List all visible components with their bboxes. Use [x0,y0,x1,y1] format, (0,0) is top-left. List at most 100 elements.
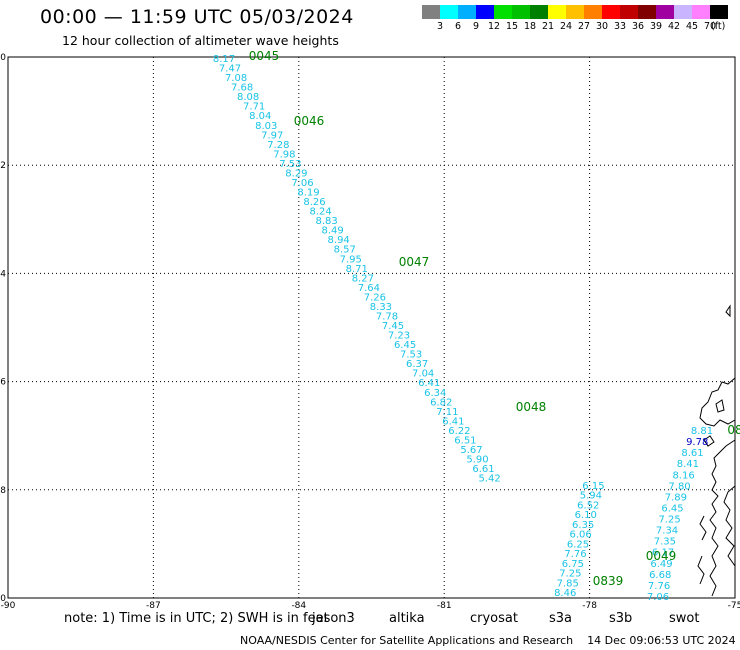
wave-height-value: 7.06 [291,178,313,189]
color-scale-label: 27 [577,21,591,32]
wave-height-value: 7.76 [564,549,586,560]
wave-height-value: 8.27 [352,273,374,284]
legend-cryosat: cryosat [470,611,518,626]
color-scale-bar [422,5,728,19]
color-scale-label: 18 [523,21,537,32]
wave-height-value: 7.76 [648,581,670,592]
color-scale-label: 15 [505,21,519,32]
wave-height-value: 8.61 [681,448,703,459]
lat-tick-label: -50 [0,594,6,604]
wave-height-value: 7.47 [219,64,241,75]
legend-s3b: s3b [609,611,633,626]
legend-swot: swot [669,611,700,626]
wave-height-value: 8.71 [346,264,368,275]
wave-height-value: 5.94 [580,491,602,502]
color-swatch [530,5,548,19]
wave-height-value: 9.78 [686,437,708,448]
wave-height-value: 7.64 [358,283,380,294]
legend-jason3: jason3 [312,611,355,626]
wave-height-value: 6.68 [649,570,671,581]
lat-tick-label: -40 [0,53,6,63]
color-scale-label: 39 [649,21,663,32]
wave-height-value: 8.46 [554,588,576,599]
wave-height-value: 7.04 [412,369,434,380]
color-scale-label: 45 [685,21,699,32]
wave-height-value: 6.37 [406,359,428,370]
color-swatch [512,5,530,19]
track-time-label: 0049 [646,549,677,563]
wave-height-value: 6.34 [424,388,446,399]
wave-height-value: 7.35 [654,537,676,548]
wave-height-value: 8.83 [315,216,337,227]
color-swatch [422,5,440,19]
wave-height-value: 6.51 [454,435,476,446]
wave-height-value: 7.06 [647,592,669,603]
color-scale-label: 42 [667,21,681,32]
wave-height-value: 7.45 [382,321,404,332]
color-swatch [548,5,566,19]
lon-tick-label: -90 [1,601,16,611]
coastline-segment [723,485,736,567]
coastline-segment [715,399,725,413]
wave-height-value: 7.08 [225,73,247,84]
wave-height-value: 6.49 [650,559,672,570]
color-swatch [494,5,512,19]
wave-height-value: 7.53 [400,350,422,361]
color-scale-label: 33 [613,21,627,32]
wave-height-value: 8.26 [303,197,325,208]
wave-height-value: 8.49 [322,226,344,237]
page-subtitle: 12 hour collection of altimeter wave hei… [62,33,339,48]
lat-tick-label: -42 [0,161,6,171]
coastline-segment [697,555,705,585]
wave-height-value: 6.17 [652,548,674,559]
wave-height-value: 6.22 [448,426,470,437]
wave-height-value: 8.04 [249,111,271,122]
wave-height-value: 8.94 [328,235,350,246]
track-time-label: 0046 [294,114,325,128]
wave-height-value: 6.61 [472,464,494,475]
track-time-label: 0048 [516,400,547,414]
color-scale-label: 24 [559,21,573,32]
coastline-segment [709,439,736,597]
coastline-segment [725,304,731,318]
wave-height-value: 5.42 [478,474,500,485]
color-swatch [638,5,656,19]
wave-height-value: 7.97 [261,130,283,141]
map-frame [7,56,736,599]
lon-tick-label: -75 [728,601,740,611]
wave-height-value: 8.24 [309,207,331,218]
legend-s3a: s3a [549,611,573,626]
color-swatch [710,5,728,19]
color-swatch [440,5,458,19]
wave-height-value: 6.41 [442,416,464,427]
lon-tick-label: -81 [437,601,452,611]
lat-tick-label: -48 [0,486,6,496]
color-scale-label: 9 [472,21,480,32]
wave-height-value: 7.68 [231,83,253,94]
lon-tick-label: -78 [582,601,597,611]
wave-height-value: 6.52 [577,500,599,511]
wave-height-value: 8.19 [297,188,319,199]
wave-height-value: 8.03 [255,121,277,132]
track-time-label: 0839 [593,574,624,588]
altimeter-tracks: 8.177.477.087.688.087.718.048.037.977.28… [213,49,740,603]
wave-height-value: 7.28 [267,140,289,151]
color-swatch [620,5,638,19]
color-scale-label: 21 [541,21,555,32]
legend-altika: altika [389,611,425,626]
track-time-label: 08 [727,423,740,437]
wave-height-value: 6.25 [567,539,589,550]
wave-height-value: 6.41 [418,378,440,389]
wave-height-value: 6.45 [661,503,683,514]
wave-height-value: 6.82 [430,397,452,408]
page-title: 00:00 — 11:59 UTC 05/03/2024 [40,6,354,28]
color-swatch [458,5,476,19]
footer-credit: NOAA/NESDIS Center for Satellite Applica… [240,634,574,647]
wave-height-value: 8.16 [672,470,694,481]
color-swatch [674,5,692,19]
wave-height-value: 6.35 [572,520,594,531]
wave-height-value: 8.57 [334,245,356,256]
color-swatch [584,5,602,19]
coastline-segment [699,377,736,427]
